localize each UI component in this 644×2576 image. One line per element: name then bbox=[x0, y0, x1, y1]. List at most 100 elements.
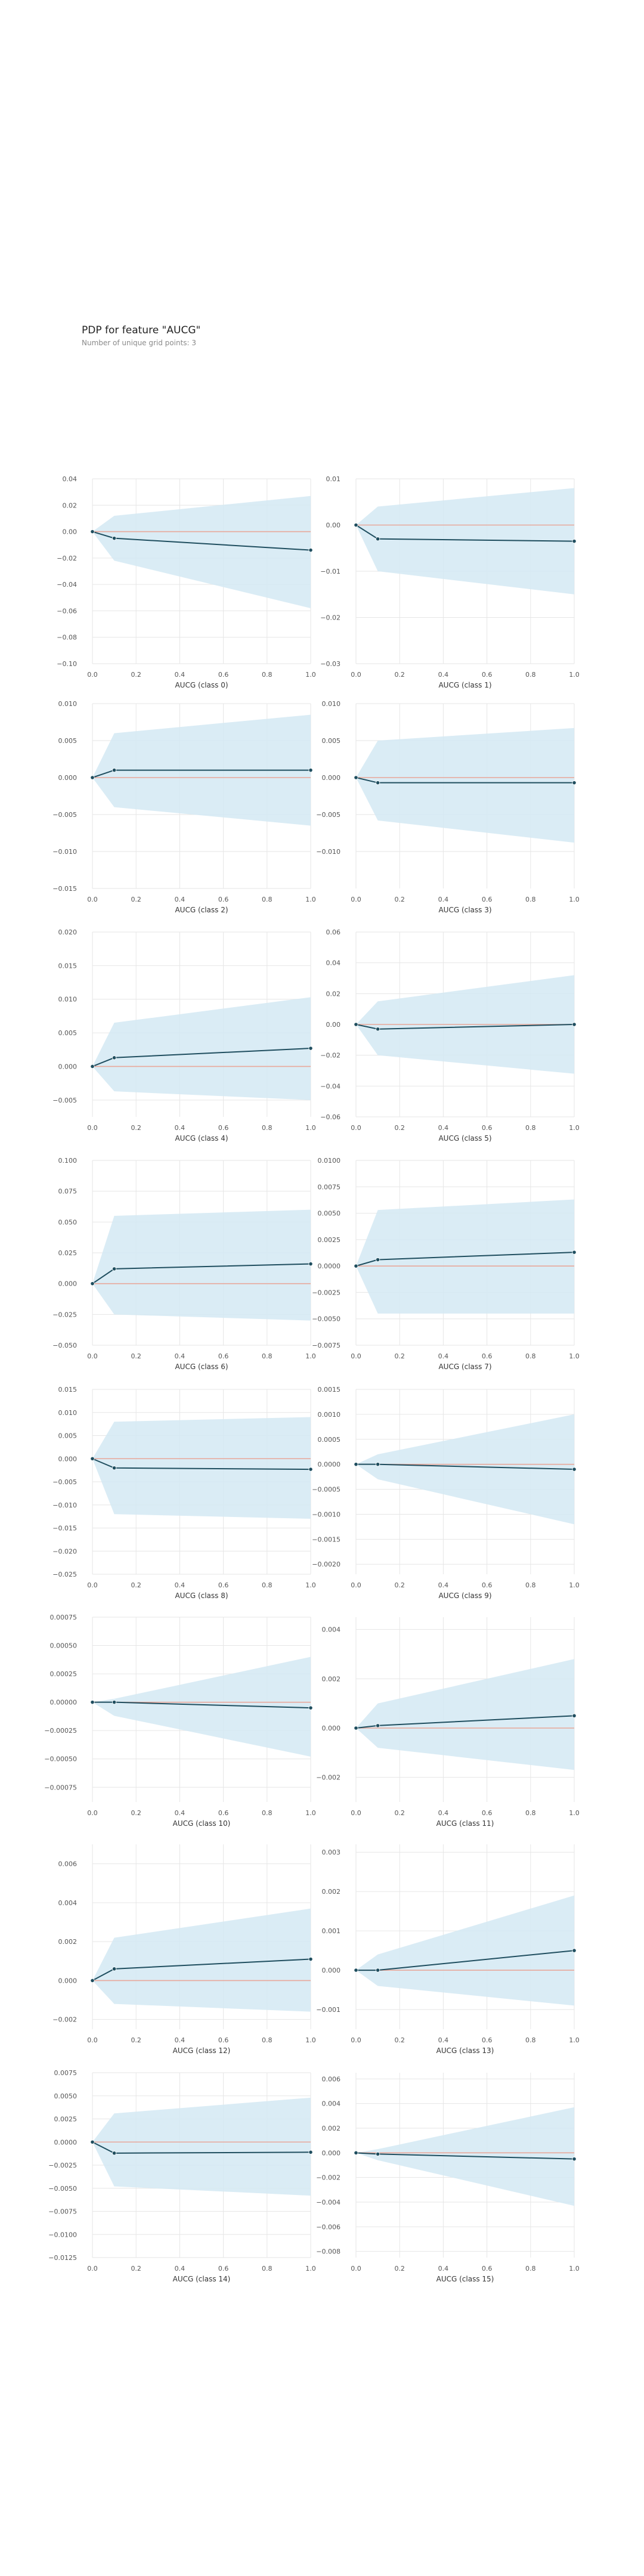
y-tick-label: −0.02 bbox=[320, 614, 340, 622]
y-tick-label: −0.015 bbox=[52, 885, 77, 893]
x-tick-label: 0.2 bbox=[394, 1124, 405, 1132]
y-tick-label: −0.010 bbox=[52, 848, 77, 856]
x-tick-label: 0.6 bbox=[218, 896, 229, 903]
y-tick-label: −0.005 bbox=[52, 811, 77, 819]
y-tick-label: 0.000 bbox=[58, 774, 78, 782]
y-tick-label: 0.06 bbox=[326, 928, 341, 936]
pdp-chart-class-3: 0.0 0.2 0.4 0.6 0.8 1.0 0.010 0.005 0.000 −0.005 −… bbox=[316, 700, 579, 914]
x-axis-label: AUCG (class 8) bbox=[175, 1592, 228, 1600]
x-axis-label: AUCG (class 4) bbox=[175, 1134, 228, 1143]
x-tick-label: 0.4 bbox=[175, 2265, 185, 2272]
x-tick-label: 0.6 bbox=[482, 1809, 493, 1817]
x-tick-label: 0.2 bbox=[131, 1581, 141, 1589]
y-tick-label: 0.015 bbox=[58, 1386, 78, 1394]
x-tick-label: 0.4 bbox=[175, 671, 185, 679]
y-tick-label: 0.020 bbox=[58, 928, 78, 936]
x-tick-label: 0.0 bbox=[87, 1809, 98, 1817]
pdp-chart-class-7: 0.0 0.2 0.4 0.6 0.8 1.0 0.0100 0.0075 0.0050 0.00… bbox=[312, 1157, 579, 1371]
y-tick-label: −0.00075 bbox=[44, 1784, 77, 1791]
y-tick-label: −0.008 bbox=[316, 2248, 340, 2256]
y-tick-label: −0.006 bbox=[316, 2223, 340, 2231]
y-tick-label: −0.010 bbox=[316, 848, 340, 856]
y-tick-label: −0.02 bbox=[57, 555, 77, 562]
x-tick-label: 0.8 bbox=[525, 896, 536, 903]
y-tick-label: −0.00025 bbox=[44, 1727, 77, 1735]
page-subtitle: Number of unique grid points: 3 bbox=[82, 339, 197, 347]
pdp-chart-class-1: 0.0 0.2 0.4 0.6 0.8 1.0 0.01 0.00 −0.01 −0.02 −0.0… bbox=[320, 475, 579, 689]
confidence-band bbox=[92, 997, 311, 1100]
y-tick-label: 0.010 bbox=[58, 1409, 78, 1417]
y-tick-label: −0.0025 bbox=[48, 2162, 77, 2169]
pdp-point bbox=[354, 1462, 358, 1467]
pdp-chart-class-5: 0.0 0.2 0.4 0.6 0.8 1.0 0.06 0.04 0.02 0.00 −0.02 −… bbox=[320, 928, 579, 1143]
y-tick-label: 0.00075 bbox=[50, 1614, 78, 1621]
pdp-chart-class-14: 0.0 0.2 0.4 0.6 0.8 1.0 0.0075 0.0050 0.0025 0.00… bbox=[48, 2069, 315, 2283]
x-tick-label: 0.6 bbox=[482, 671, 493, 679]
x-tick-label: 0.8 bbox=[262, 2036, 273, 2044]
pdp-point bbox=[112, 1700, 117, 1705]
x-tick-label: 0.8 bbox=[525, 2265, 536, 2272]
x-tick-label: 0.2 bbox=[131, 1352, 141, 1360]
y-tick-label: 0.0050 bbox=[54, 2092, 78, 2100]
confidence-band bbox=[92, 1417, 311, 1519]
y-tick-label: 0.0050 bbox=[318, 1210, 341, 1218]
y-tick-label: 0.010 bbox=[58, 700, 78, 708]
y-tick-label: 0.075 bbox=[58, 1188, 78, 1196]
y-tick-label: 0.04 bbox=[63, 475, 78, 483]
x-tick-label: 0.8 bbox=[525, 1581, 536, 1589]
x-tick-label: 0.4 bbox=[438, 1581, 449, 1589]
y-tick-label: 0.00000 bbox=[50, 1699, 78, 1707]
y-tick-label: −0.002 bbox=[316, 2174, 340, 2182]
y-tick-label: −0.08 bbox=[57, 634, 77, 642]
y-tick-label: 0.0010 bbox=[318, 1411, 341, 1419]
y-tick-label: 0.00 bbox=[63, 528, 78, 536]
x-tick-label: 1.0 bbox=[305, 671, 316, 679]
y-tick-label: 0.000 bbox=[58, 1455, 78, 1463]
pdp-point bbox=[572, 1467, 577, 1472]
x-tick-label: 1.0 bbox=[305, 1124, 316, 1132]
x-tick-label: 0.0 bbox=[351, 1581, 361, 1589]
x-tick-label: 0.2 bbox=[131, 671, 141, 679]
x-axis-label: AUCG (class 1) bbox=[438, 681, 491, 689]
x-tick-label: 1.0 bbox=[305, 1581, 316, 1589]
x-tick-label: 1.0 bbox=[305, 896, 316, 903]
x-tick-label: 0.8 bbox=[262, 1809, 273, 1817]
y-tick-label: −0.04 bbox=[57, 581, 77, 589]
y-tick-label: −0.0075 bbox=[312, 1342, 340, 1349]
pdp-point bbox=[308, 1956, 313, 1962]
x-tick-label: 1.0 bbox=[569, 2036, 580, 2044]
y-tick-label: 0.0000 bbox=[318, 1262, 341, 1270]
x-tick-label: 0.4 bbox=[175, 2036, 185, 2044]
y-tick-label: −0.0100 bbox=[48, 2231, 77, 2238]
x-tick-label: 0.8 bbox=[262, 671, 273, 679]
confidence-band bbox=[356, 1895, 574, 2006]
y-tick-label: 0.02 bbox=[63, 501, 78, 509]
y-tick-label: −0.0050 bbox=[312, 1315, 340, 1323]
y-tick-label: −0.0020 bbox=[312, 1561, 340, 1568]
pdp-point bbox=[354, 1726, 358, 1730]
x-tick-label: 0.6 bbox=[482, 2265, 493, 2272]
x-tick-label: 0.4 bbox=[438, 671, 449, 679]
pdp-point bbox=[308, 1467, 313, 1472]
x-tick-label: 1.0 bbox=[305, 1352, 316, 1360]
y-tick-label: 0.002 bbox=[322, 1888, 341, 1896]
y-tick-label: 0.000 bbox=[322, 2149, 341, 2157]
x-tick-label: 0.0 bbox=[87, 1124, 98, 1132]
x-tick-label: 0.2 bbox=[394, 1581, 405, 1589]
y-tick-label: 0.010 bbox=[58, 996, 78, 1004]
pdp-point bbox=[354, 2150, 358, 2155]
pdp-chart-class-10: 0.0 0.2 0.4 0.6 0.8 1.0 0.00075 0.00050 0.00025 0… bbox=[44, 1614, 315, 1828]
x-tick-label: 0.4 bbox=[438, 2036, 449, 2044]
pdp-point bbox=[308, 1705, 313, 1710]
pdp-chart-class-12: 0.0 0.2 0.4 0.6 0.8 1.0 0.006 0.004 0.002 0.000 −0… bbox=[52, 1844, 316, 2055]
x-tick-label: 0.0 bbox=[87, 1352, 98, 1360]
x-axis-label: AUCG (class 15) bbox=[436, 2275, 494, 2283]
x-tick-label: 0.6 bbox=[218, 1809, 229, 1817]
y-tick-label: 0.002 bbox=[322, 1675, 341, 1683]
y-tick-label: −0.01 bbox=[320, 568, 340, 575]
y-tick-label: 0.015 bbox=[58, 962, 78, 970]
y-tick-label: −0.002 bbox=[52, 2016, 77, 2024]
x-tick-label: 0.8 bbox=[525, 1124, 536, 1132]
y-tick-label: 0.004 bbox=[322, 1626, 341, 1634]
